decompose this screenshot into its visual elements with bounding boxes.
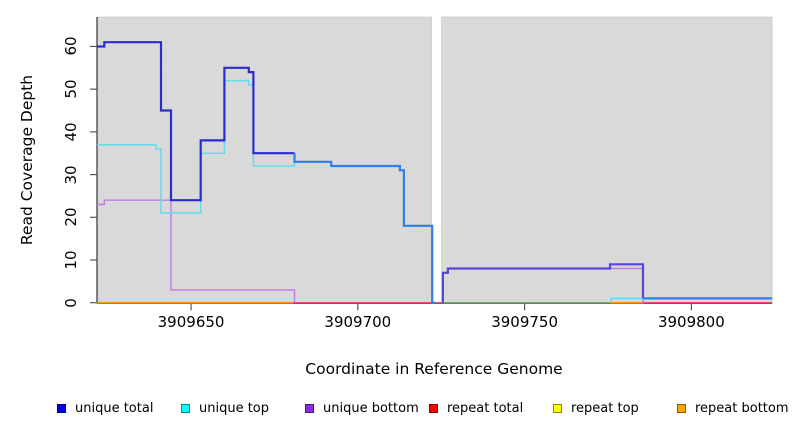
y-tick-label: 60	[62, 36, 80, 56]
legend-item-repeat-top: repeat top	[553, 399, 639, 417]
legend-label: repeat bottom	[695, 400, 789, 416]
legend-item-unique-total: unique total	[57, 399, 153, 417]
series-path-unique-total	[441, 263, 645, 303]
series-path-unique-total	[97, 41, 295, 202]
legend-label: repeat total	[447, 400, 524, 416]
panel-background	[96, 16, 432, 304]
y-tick-label: 30	[62, 165, 80, 185]
legend-label: unique top	[199, 400, 270, 416]
panel-background	[441, 16, 773, 304]
y-tick-label: 40	[62, 122, 80, 142]
legend-label: unique total	[75, 400, 154, 416]
legend-swatch-icon	[305, 403, 314, 413]
x-axis-title: Coordinate in Reference Genome	[305, 360, 563, 378]
legend-swatch-icon	[677, 403, 686, 413]
y-axis-title: Read Coverage Depth	[18, 74, 36, 246]
y-tick-label: 10	[62, 250, 80, 270]
legend-swatch-icon	[429, 403, 438, 413]
y-tick-label: 50	[62, 79, 80, 99]
x-tick-label: 3909800	[657, 313, 725, 331]
legend-item-unique-top: unique top	[181, 399, 269, 417]
legend-swatch-icon	[181, 403, 190, 413]
x-tick-label: 3909700	[324, 313, 392, 331]
x-tick-label: 3909750	[491, 313, 558, 331]
legend-item-repeat-bottom: repeat bottom	[677, 399, 789, 417]
legend-label: repeat top	[571, 400, 639, 416]
y-tick-label: 20	[62, 207, 80, 227]
legend-swatch-icon	[57, 403, 66, 413]
legend-item-repeat-total: repeat total	[429, 399, 523, 417]
legend-label: unique bottom	[323, 400, 419, 416]
y-tick-label: 0	[62, 297, 80, 308]
x-tick-label: 3909650	[157, 313, 225, 331]
legend-item-unique-bottom: unique bottom	[305, 399, 419, 417]
series-path-unique-total	[293, 153, 436, 304]
legend-swatch-icon	[553, 403, 562, 413]
